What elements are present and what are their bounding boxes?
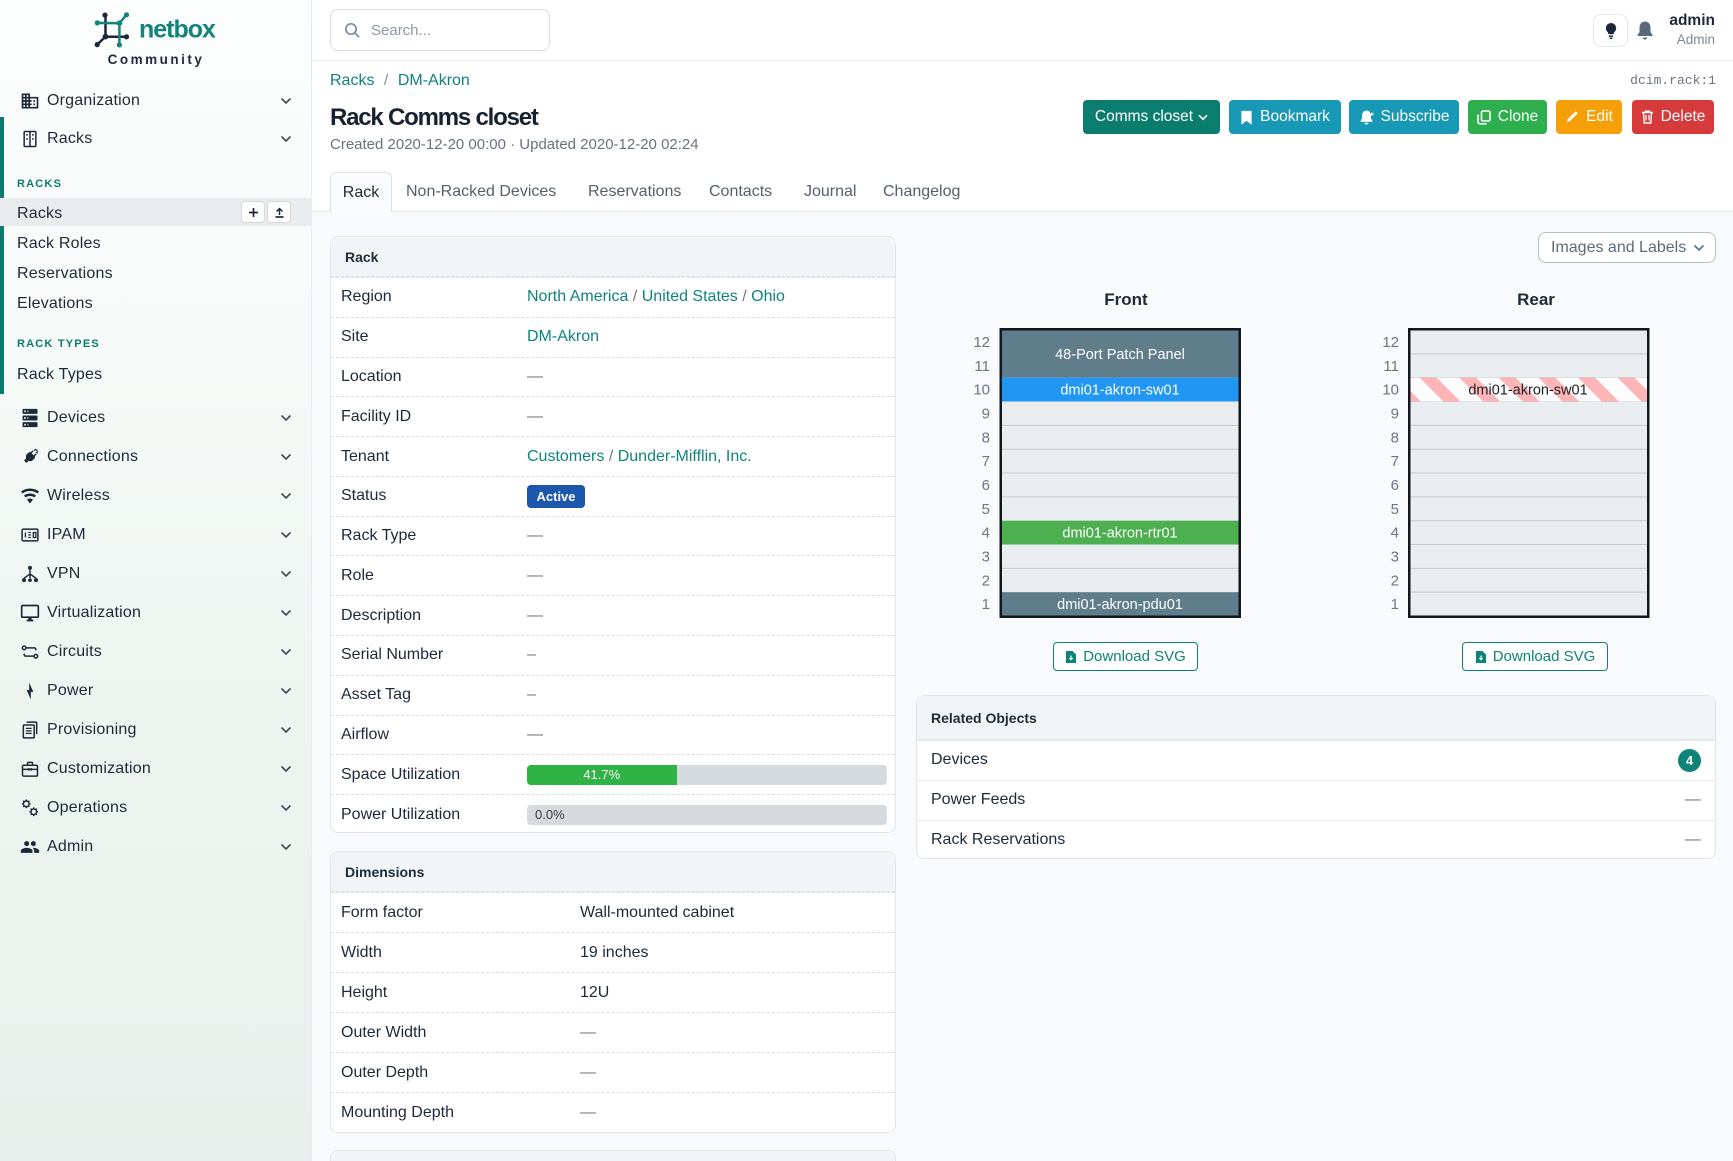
svg-text:8: 8 bbox=[1391, 429, 1399, 446]
svg-text:7: 7 bbox=[1391, 453, 1399, 470]
svg-text:7: 7 bbox=[982, 453, 990, 470]
svg-text:dmi01-akron-sw01: dmi01-akron-sw01 bbox=[1060, 383, 1179, 399]
svg-text:10: 10 bbox=[1382, 382, 1399, 399]
svg-text:dmi01-akron-rtr01: dmi01-akron-rtr01 bbox=[1062, 526, 1177, 542]
svg-text:2: 2 bbox=[982, 572, 990, 589]
svg-text:12: 12 bbox=[973, 334, 990, 351]
svg-text:11: 11 bbox=[974, 358, 990, 375]
svg-text:dmi01-akron-pdu01: dmi01-akron-pdu01 bbox=[1057, 597, 1183, 613]
svg-text:11: 11 bbox=[1383, 358, 1399, 375]
svg-text:9: 9 bbox=[1391, 406, 1399, 423]
svg-text:5: 5 bbox=[982, 501, 990, 518]
svg-text:9: 9 bbox=[982, 406, 990, 423]
svg-text:5: 5 bbox=[1391, 501, 1399, 518]
svg-text:1: 1 bbox=[982, 596, 990, 613]
svg-text:48-Port Patch Panel: 48-Port Patch Panel bbox=[1055, 347, 1185, 363]
svg-text:6: 6 bbox=[982, 477, 990, 494]
svg-text:dmi01-akron-sw01: dmi01-akron-sw01 bbox=[1468, 383, 1587, 399]
svg-text:4: 4 bbox=[1391, 525, 1399, 542]
svg-text:2: 2 bbox=[1391, 572, 1399, 589]
svg-text:10: 10 bbox=[973, 382, 990, 399]
svg-text:4: 4 bbox=[982, 525, 990, 542]
svg-text:1: 1 bbox=[1391, 596, 1399, 613]
svg-text:6: 6 bbox=[1391, 477, 1399, 494]
svg-text:8: 8 bbox=[982, 429, 990, 446]
svg-text:3: 3 bbox=[982, 549, 990, 566]
svg-text:12: 12 bbox=[1382, 334, 1399, 351]
svg-text:netbox: netbox bbox=[139, 16, 216, 44]
svg-text:3: 3 bbox=[1391, 549, 1399, 566]
